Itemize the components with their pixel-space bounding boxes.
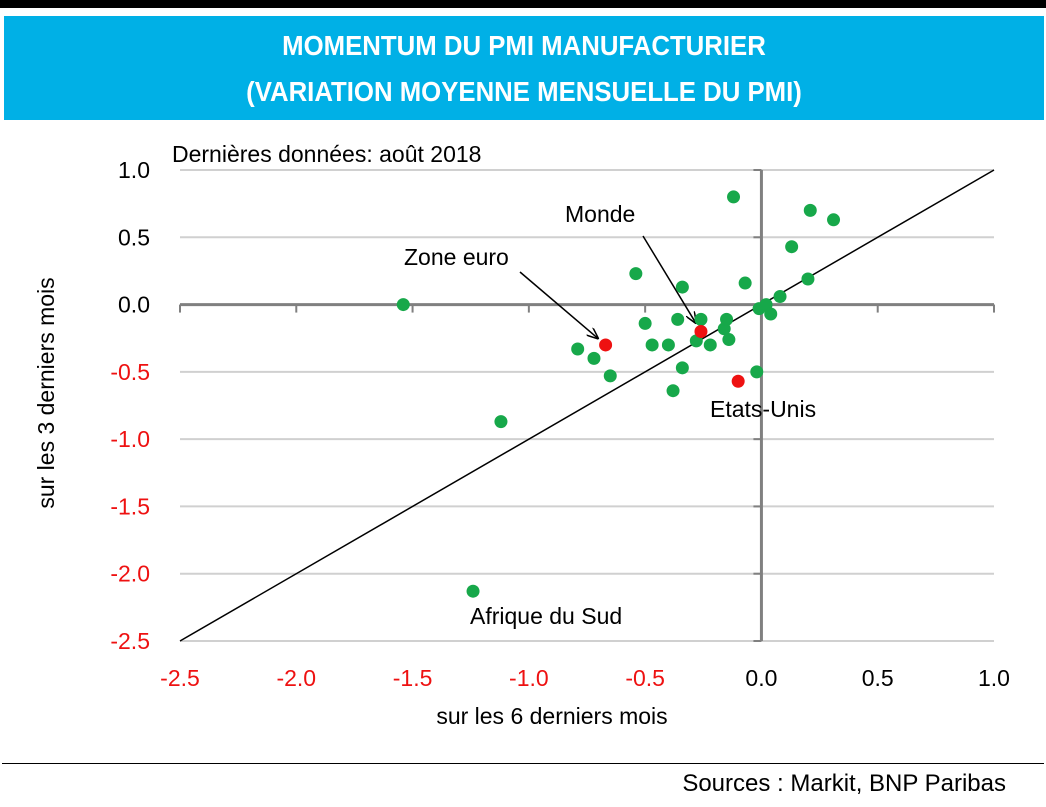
chart-title: MOMENTUM DU PMI MANUFACTURIER (282, 30, 766, 61)
x-tick-label: 1.0 (978, 665, 1010, 691)
tick-labels: -2.5 -2.0 -1.5 -1.0 -0.5 0.0 0.5 1.0 1.0 0.5 0.0 -0… (110, 157, 1010, 691)
top-rule (0, 0, 1046, 8)
highlight-point (694, 324, 708, 338)
data-point (675, 361, 689, 375)
x-tick-label: 0.5 (862, 665, 894, 691)
data-point (629, 267, 643, 281)
x-axis-label: sur les 6 derniers mois (436, 703, 667, 729)
data-point (666, 384, 680, 398)
data-point (803, 203, 817, 217)
data-point (750, 365, 764, 379)
data-point (603, 369, 617, 383)
y-tick-label: -2.5 (110, 628, 150, 654)
annotation-label: Afrique du Sud (470, 603, 622, 629)
highlight-point (731, 374, 745, 388)
data-point (785, 240, 799, 254)
data-point (827, 213, 841, 227)
annotation-arrow (642, 235, 696, 323)
axes (179, 169, 995, 642)
data-point (703, 338, 717, 352)
annotation-arrow (519, 271, 598, 338)
data-point (727, 190, 741, 204)
annotation-label: Etats-Unis (710, 396, 816, 422)
highlight-point (599, 338, 613, 352)
x-tick-label: -0.5 (625, 665, 665, 691)
data-point (764, 307, 778, 321)
x-tick-label: 0.0 (745, 665, 777, 691)
y-tick-label: 1.0 (118, 157, 150, 183)
footer-rule (2, 763, 1044, 764)
last-data-note: Dernières données: août 2018 (172, 141, 481, 167)
y-tick-label: 0.5 (118, 224, 150, 250)
data-point (801, 272, 815, 286)
data-point (671, 312, 685, 326)
annotation-label: Zone euro (404, 244, 509, 270)
x-tick-label: -2.5 (160, 665, 200, 691)
y-axis-label: sur les 3 derniers mois (33, 277, 59, 508)
y-tick-label: -1.0 (110, 426, 150, 452)
y-tick-label: -1.5 (110, 493, 150, 519)
data-point (694, 312, 708, 326)
data-point (466, 584, 480, 598)
y-tick-label: -2.0 (110, 561, 150, 587)
reference-line-group (179, 169, 995, 642)
x-tick-label: -1.0 (509, 665, 549, 691)
data-point (645, 338, 659, 352)
annotation-labels: Zone euro Monde Etats-Unis Afrique du Sud (404, 201, 816, 629)
chart-subtitle: (VARIATION MOYENNE MENSUELLE DU PMI) (246, 76, 802, 107)
data-point (661, 338, 675, 352)
sources-note: Sources : Markit, BNP Paribas (682, 770, 1006, 797)
chart-header-banner: MOMENTUM DU PMI MANUFACTURIER (VARIATION… (4, 16, 1044, 120)
data-point (571, 342, 585, 356)
data-point (720, 312, 734, 326)
grid-lines (180, 169, 994, 642)
data-point (494, 415, 508, 429)
x-tick-label: -1.5 (393, 665, 433, 691)
annotation-label: Monde (565, 201, 635, 227)
reference-line (179, 169, 995, 642)
data-point (722, 333, 736, 347)
data-points (396, 190, 841, 598)
data-point (396, 298, 410, 312)
data-point (638, 316, 652, 330)
scatter-chart: -2.5 -2.0 -1.5 -1.0 -0.5 0.0 0.5 1.0 1.0 0.5 0.0 -0… (33, 141, 1010, 729)
x-tick-label: -2.0 (276, 665, 316, 691)
data-point (738, 276, 752, 290)
data-point (587, 351, 601, 365)
data-point (773, 289, 787, 303)
y-tick-label: -0.5 (110, 359, 150, 385)
data-point (675, 280, 689, 294)
y-tick-label: 0.0 (118, 292, 150, 318)
annotation-arrows (519, 235, 696, 338)
